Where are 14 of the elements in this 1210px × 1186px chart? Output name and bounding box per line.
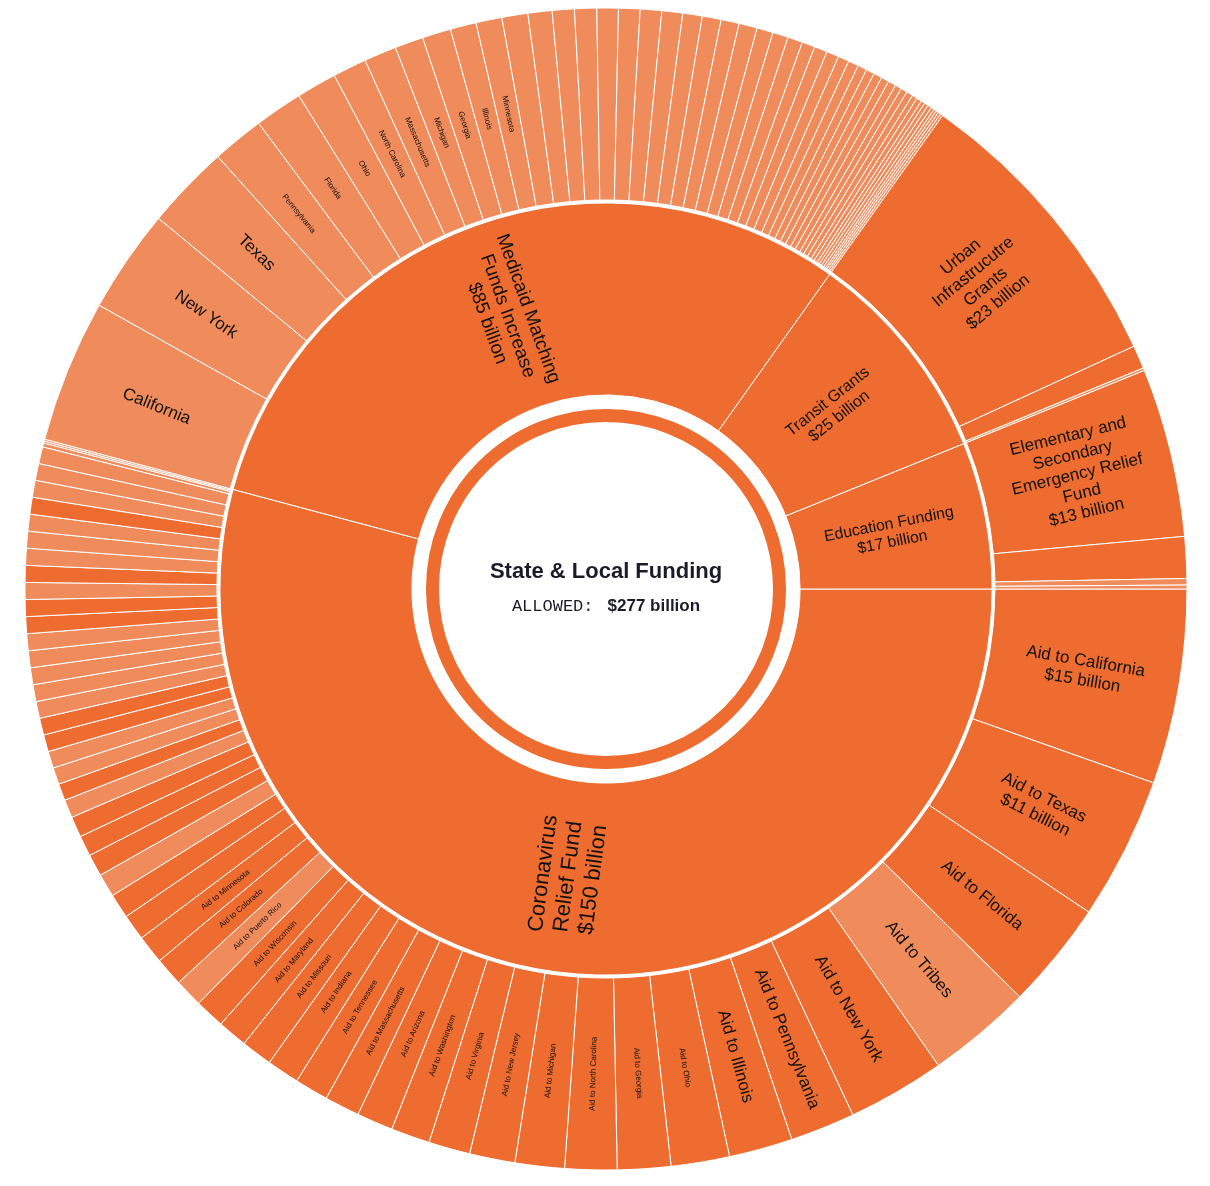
slice-label: Aid to Virginia bbox=[463, 1030, 486, 1081]
text: $277 billion bbox=[607, 595, 701, 615]
text: ALLOWED: bbox=[511, 596, 594, 616]
text: State & Local Funding bbox=[489, 558, 723, 584]
slice-label: Georgia bbox=[456, 110, 474, 141]
slice-label: Illinois bbox=[479, 106, 495, 131]
slice-label: Aid to New Jersey bbox=[499, 1032, 522, 1097]
slice-label: Aid to Michigan bbox=[542, 1043, 558, 1099]
slice-label: Minnesota bbox=[500, 94, 517, 134]
slice-label: Ohio bbox=[356, 158, 373, 179]
slice-label: Aid to North Carolina bbox=[587, 1036, 599, 1112]
slice-label: Aid to Ohio bbox=[677, 1047, 693, 1089]
slice-label: Aid to Georgia bbox=[632, 1047, 645, 1100]
slice-label: Aid to Illinois bbox=[714, 1007, 758, 1105]
